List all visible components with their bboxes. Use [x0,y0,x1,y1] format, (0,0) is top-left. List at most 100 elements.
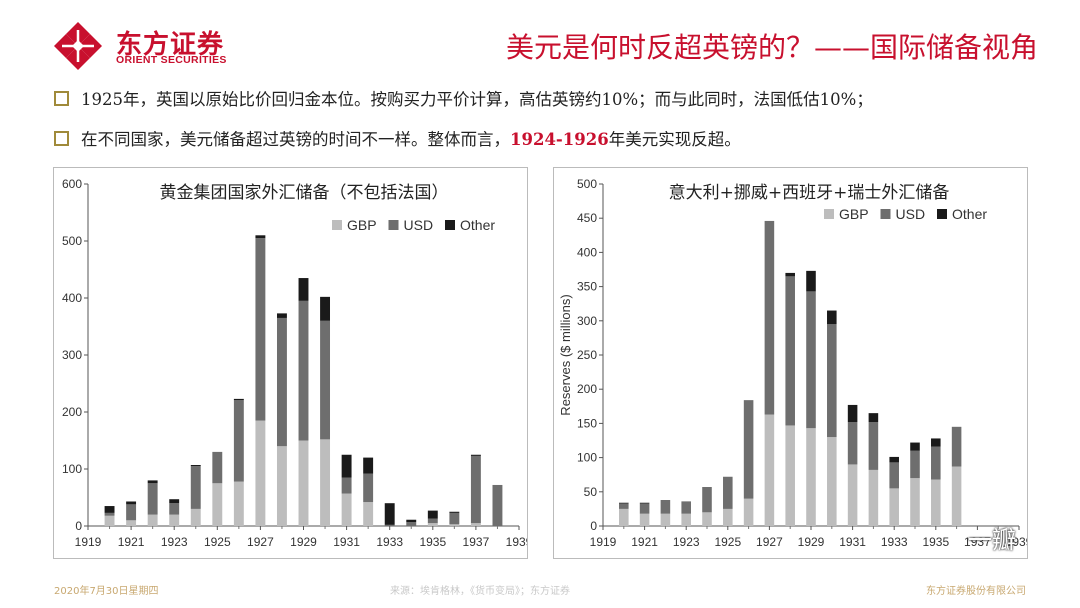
logo-mark-icon [54,22,102,70]
page-title: 美元是何时反超英镑的？——国际储备视角 [505,31,1038,64]
bar-usd-1931 [341,477,352,494]
bar-usd-1921 [126,504,137,521]
bar-usd-1925 [723,476,733,509]
bullet-2: 在不同国家，美元储备超过英镑的时间不一样。整体而言，1924-1926年美元实现… [54,126,741,150]
legend-swatch-usd [880,209,891,219]
bar-gbp-1920 [619,508,629,526]
bar-usd-1922 [660,500,671,514]
chart-gold-bloc: 0 100 200 300 400 500 600 1919 1921 1923 1925 1927 1… [62,177,533,549]
bar-gbp-1920 [104,515,115,526]
bar-other-1935 [427,510,438,519]
x-tick-label: 1927 [756,535,783,549]
bar-usd-1920 [104,512,115,516]
bar-gbp-1924 [190,508,201,526]
bar-other-1934 [910,442,920,451]
bar-usd-1935 [427,518,438,524]
y-tick-label: 50 [584,485,598,499]
logo-text-en: ORIENT SECURITIES [116,54,227,66]
bar-usd-1930 [827,324,837,438]
bar-gbp-1921 [126,520,137,526]
x-tick-label: 1937 [964,535,991,549]
bar-gbp-1923 [681,513,691,526]
company-logo: 东方证券 ORIENT SECURITIES [52,22,252,70]
bar-usd-1926 [233,400,244,482]
footer-company: 东方证券股份有限公司 [926,586,1026,597]
bar-other-1923 [169,499,180,504]
bar-other-1934 [406,519,417,523]
x-tick-label: 1933 [376,535,403,549]
bar-usd-1934 [910,450,920,479]
x-tick-label: 1923 [161,535,188,549]
x-tick-label: 1919 [590,535,617,549]
bar-gbp-1936 [951,466,962,526]
footer-date: 2020年7月30日星期四 [54,586,159,597]
chart-four-countries: 0 50 100 150 200 250 300 350 400 450 500 1919 1921 19… [558,177,1033,549]
bar-gbp-1922 [660,513,671,526]
bar-usd-1920 [619,503,629,509]
bullet-2-text-pre: 在不同国家，美元储备超过英镑的时间不一样。整体而言， [81,130,510,149]
bullet-1-text: 1925年，英国以原始比价回归金本位。按购买力平价计算，高估英镑约10%；而与此… [81,90,873,109]
bar-usd-1922 [147,483,158,515]
bar-gbp-1932 [868,469,879,526]
bullet-1: 1925年，英国以原始比价回归金本位。按购买力平价计算，高估英镑约10%；而与此… [54,86,873,110]
legend-swatch-gbp [332,220,342,230]
bar-usd-1926 [743,400,754,499]
bar-usd-1924 [702,487,712,513]
y-tick-label: 0 [75,519,82,533]
bar-other-1921 [639,502,650,504]
bar-usd-1931 [847,422,858,465]
bar-other-1932 [868,413,879,423]
bar-other-1920 [104,506,115,513]
bar-usd-1929 [298,300,309,441]
bar-gbp-1922 [147,514,158,526]
bar-other-1924 [190,465,201,467]
watermark: 一瓣 [968,526,1016,554]
bar-usd-1924 [190,466,201,509]
y-tick-label: 500 [577,177,597,191]
bullet-2-text-post: 年美元实现反超。 [608,130,741,149]
bar-usd-1935 [931,446,941,480]
bar-gbp-1921 [639,513,650,526]
bullet-2-highlight: 1924-1926 [510,130,609,149]
x-tick-label: 1921 [631,535,658,549]
bar-other-1926 [233,398,244,401]
bar-usd-1937 [470,455,481,524]
y-tick-label: 450 [577,211,597,225]
bar-usd-1936 [951,426,962,467]
x-tick-label: 1929 [798,535,825,549]
bar-gbp-1926 [233,481,244,526]
bar-usd-1925 [212,451,223,484]
bar-other-1922 [147,480,158,484]
legend-label-gbp: GBP [839,206,869,222]
bar-gbp-1933 [889,488,899,526]
bar-gbp-1928 [276,446,287,526]
x-tick-label: 1927 [247,535,274,549]
y-tick-label: 300 [62,348,82,362]
bar-usd-1927 [255,238,266,421]
bar-usd-1927 [764,220,775,415]
bar-gbp-1927 [764,414,775,526]
bar-other-1930 [320,296,331,321]
x-tick-label: 1933 [881,535,908,549]
x-tick-label: 1925 [714,535,741,549]
bullet-box-icon [54,131,69,146]
bar-other-1929 [806,270,816,292]
y-tick-label: 400 [62,291,82,305]
bar-gbp-1937 [470,523,481,526]
legend-label-usd: USD [404,217,434,233]
bar-other-1935 [931,438,941,447]
bar-usd-1933 [384,524,395,526]
bar-other-1931 [847,404,858,423]
legend-label-other: Other [952,206,987,222]
y-tick-label: 100 [62,462,82,476]
y-tick-label: 300 [577,314,597,328]
x-tick-label: 1923 [673,535,700,549]
x-tick-label: 1939 [506,535,527,549]
bar-gbp-1934 [910,478,920,526]
y-tick-label: 100 [577,451,597,465]
bar-other-1920 [619,502,629,504]
bar-other-1928 [785,272,795,277]
bar-gbp-1925 [212,483,223,526]
footer-source: 来源：埃肯格林，《货币变局》；东方证券 [390,586,570,597]
bar-gbp-1925 [723,508,733,526]
